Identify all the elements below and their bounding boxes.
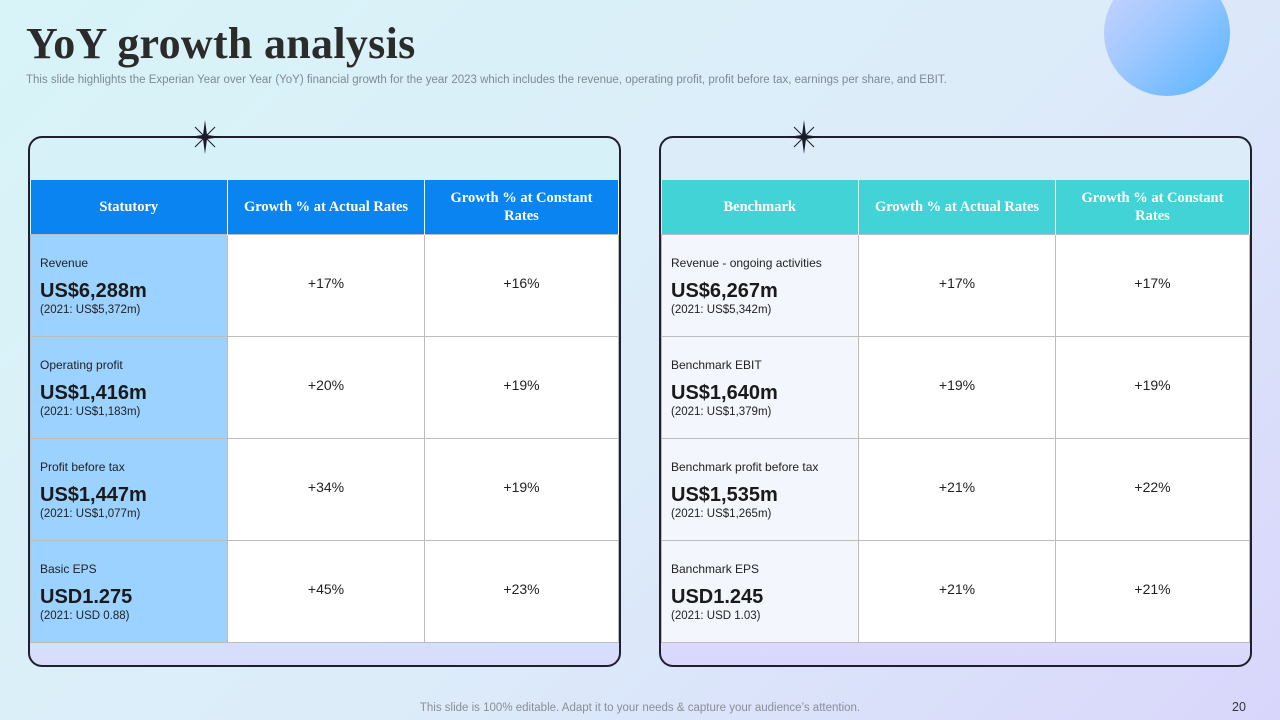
table-header-row: Statutory Growth % at Actual Rates Growt… bbox=[30, 180, 619, 235]
row-label-cell: Revenue US$6,288m (2021: US$5,372m) bbox=[30, 234, 228, 337]
sparkle-icon bbox=[787, 120, 821, 154]
table-row: Basic EPS USD1.275 (2021: USD 0.88) +45%… bbox=[30, 540, 619, 643]
row-prior-value: (2021: US$5,342m) bbox=[671, 303, 772, 316]
row-label: Basic EPS bbox=[40, 561, 97, 576]
sparkle-icon bbox=[188, 120, 222, 154]
growth-constant: +19% bbox=[1055, 336, 1250, 439]
row-value: USD1.275 bbox=[40, 585, 133, 608]
row-label-cell: Benchmark profit before tax US$1,535m (2… bbox=[661, 438, 859, 541]
row-prior-value: (2021: US$5,372m) bbox=[40, 303, 141, 316]
table-row: Profit before tax US$1,447m (2021: US$1,… bbox=[30, 438, 619, 541]
table-row: Revenue US$6,288m (2021: US$5,372m) +17%… bbox=[30, 234, 619, 337]
benchmark-table: Benchmark Growth % at Actual Rates Growt… bbox=[661, 180, 1250, 643]
row-label-cell: Revenue - ongoing activities US$6,267m (… bbox=[661, 234, 859, 337]
table-row: Banchmark EPS USD1.245 (2021: USD 1.03) … bbox=[661, 540, 1250, 643]
column-header: Statutory bbox=[30, 180, 228, 235]
row-label: Revenue - ongoing activities bbox=[671, 255, 822, 270]
row-label-cell: Benchmark EBIT US$1,640m (2021: US$1,379… bbox=[661, 336, 859, 439]
row-label: Operating profit bbox=[40, 357, 123, 372]
row-label: Banchmark EPS bbox=[671, 561, 760, 576]
column-header: Growth % at Constant Rates bbox=[424, 180, 619, 235]
row-prior-value: (2021: USD 1.03) bbox=[671, 609, 761, 622]
growth-actual: +34% bbox=[227, 438, 425, 541]
column-header: Growth % at Constant Rates bbox=[1055, 180, 1250, 235]
page-number: 20 bbox=[1232, 700, 1246, 714]
row-prior-value: (2021: US$1,077m) bbox=[40, 507, 141, 520]
row-value: US$1,416m bbox=[40, 381, 147, 404]
table-row: Revenue - ongoing activities US$6,267m (… bbox=[661, 234, 1250, 337]
statutory-table: Statutory Growth % at Actual Rates Growt… bbox=[30, 180, 619, 643]
row-label-cell: Operating profit US$1,416m (2021: US$1,1… bbox=[30, 336, 228, 439]
growth-constant: +17% bbox=[1055, 234, 1250, 337]
page-subtitle: This slide highlights the Experian Year … bbox=[26, 74, 947, 86]
growth-actual: +21% bbox=[858, 438, 1056, 541]
column-header: Growth % at Actual Rates bbox=[227, 180, 425, 235]
growth-actual: +45% bbox=[227, 540, 425, 643]
footer-note: This slide is 100% editable. Adapt it to… bbox=[419, 702, 861, 714]
growth-constant: +19% bbox=[424, 438, 619, 541]
row-prior-value: (2021: US$1,183m) bbox=[40, 405, 141, 418]
table-row: Operating profit US$1,416m (2021: US$1,1… bbox=[30, 336, 619, 439]
column-header: Growth % at Actual Rates bbox=[858, 180, 1056, 235]
growth-actual: +17% bbox=[227, 234, 425, 337]
growth-actual: +20% bbox=[227, 336, 425, 439]
row-value: US$6,267m bbox=[671, 279, 778, 302]
growth-actual: +19% bbox=[858, 336, 1056, 439]
growth-actual: +17% bbox=[858, 234, 1056, 337]
row-value: US$1,535m bbox=[671, 483, 778, 506]
column-header: Benchmark bbox=[661, 180, 859, 235]
row-value: US$6,288m bbox=[40, 279, 147, 302]
row-label: Revenue bbox=[40, 255, 89, 270]
benchmark-panel: Benchmark Growth % at Actual Rates Growt… bbox=[659, 136, 1252, 667]
growth-constant: +19% bbox=[424, 336, 619, 439]
row-prior-value: (2021: US$1,265m) bbox=[671, 507, 772, 520]
row-label: Profit before tax bbox=[40, 459, 125, 474]
row-prior-value: (2021: US$1,379m) bbox=[671, 405, 772, 418]
page-title: YoY growth analysis bbox=[26, 19, 416, 68]
growth-constant: +21% bbox=[1055, 540, 1250, 643]
row-label-cell: Profit before tax US$1,447m (2021: US$1,… bbox=[30, 438, 228, 541]
row-value: US$1,447m bbox=[40, 483, 147, 506]
row-prior-value: (2021: USD 0.88) bbox=[40, 609, 130, 622]
row-value: US$1,640m bbox=[671, 381, 778, 404]
row-label-cell: Banchmark EPS USD1.245 (2021: USD 1.03) bbox=[661, 540, 859, 643]
table-row: Benchmark profit before tax US$1,535m (2… bbox=[661, 438, 1250, 541]
table-header-row: Benchmark Growth % at Actual Rates Growt… bbox=[661, 180, 1250, 235]
row-label-cell: Basic EPS USD1.275 (2021: USD 0.88) bbox=[30, 540, 228, 643]
growth-constant: +23% bbox=[424, 540, 619, 643]
row-label: Benchmark profit before tax bbox=[671, 459, 819, 474]
growth-constant: +16% bbox=[424, 234, 619, 337]
growth-actual: +21% bbox=[858, 540, 1056, 643]
table-row: Benchmark EBIT US$1,640m (2021: US$1,379… bbox=[661, 336, 1250, 439]
statutory-panel: Statutory Growth % at Actual Rates Growt… bbox=[28, 136, 621, 667]
decorative-circle bbox=[1104, 0, 1230, 96]
growth-constant: +22% bbox=[1055, 438, 1250, 541]
row-value: USD1.245 bbox=[671, 585, 764, 608]
row-label: Benchmark EBIT bbox=[671, 357, 762, 372]
